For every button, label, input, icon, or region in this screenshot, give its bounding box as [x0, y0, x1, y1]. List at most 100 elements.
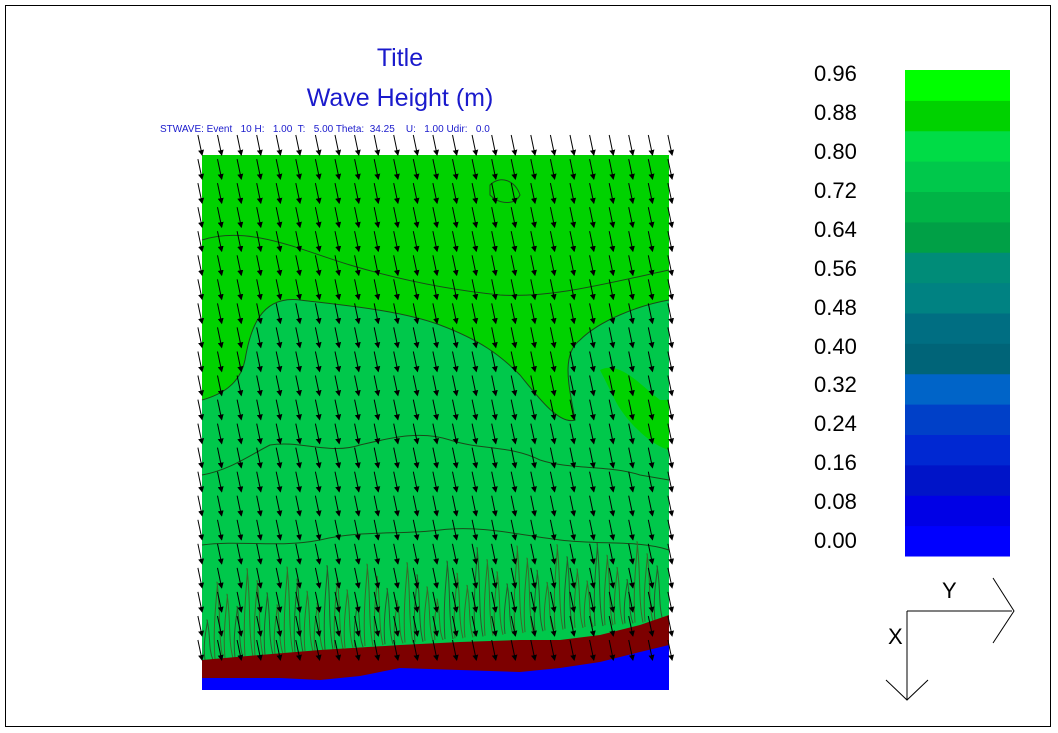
colorbar-band	[905, 525, 1010, 557]
wave-vector	[647, 327, 655, 349]
wave-vector	[491, 447, 498, 469]
wave-vector	[628, 207, 635, 229]
wave-vector	[608, 327, 616, 349]
colorbar-band	[905, 343, 1010, 375]
wave-vector	[471, 279, 479, 301]
wave-vector	[256, 567, 263, 589]
wave-vector	[471, 495, 479, 517]
wave-vector	[295, 231, 302, 253]
wave-vector	[569, 639, 577, 661]
wave-vector	[530, 351, 537, 373]
wave-vector	[314, 447, 322, 469]
wave-vector	[197, 255, 205, 277]
wave-vector	[491, 495, 498, 517]
surf-contour	[213, 581, 224, 660]
wave-vector	[334, 471, 342, 493]
wave-vector	[569, 519, 577, 541]
wave-vector	[530, 567, 537, 589]
wave-vector	[412, 615, 420, 637]
wave-vector	[197, 471, 205, 493]
wave-vector	[373, 615, 381, 637]
surf-contour	[313, 602, 324, 651]
wave-vector	[373, 134, 381, 156]
wave-vector	[295, 134, 302, 156]
wave-vector	[471, 447, 479, 469]
wave-vector	[530, 182, 537, 205]
wave-vector	[412, 567, 420, 589]
wave-vector	[510, 471, 518, 493]
wave-vector	[432, 158, 440, 180]
wave-vector	[647, 567, 655, 589]
surf-contour	[303, 590, 314, 652]
colorbar-band	[905, 373, 1010, 405]
wave-vector	[667, 255, 675, 277]
wave-vector	[354, 447, 361, 469]
colorbar-tick-label: 0.48	[814, 294, 857, 320]
wave-vector	[628, 399, 635, 421]
wave-vector	[608, 375, 616, 397]
wave-vector	[236, 567, 244, 589]
wave-vector	[549, 543, 557, 565]
wave-vector	[510, 519, 518, 541]
wave-vector	[530, 279, 537, 301]
wave-vector	[197, 447, 205, 469]
wave-vector	[373, 158, 381, 180]
wave-vector	[256, 423, 263, 445]
wave-vector	[549, 567, 557, 589]
wave-vector	[589, 399, 596, 421]
wave-vector	[432, 591, 440, 613]
wave-vector	[197, 303, 205, 325]
wave-vector	[197, 519, 205, 541]
wave-vector	[373, 423, 381, 445]
wave-vector	[628, 182, 635, 205]
wave-vector	[314, 134, 322, 156]
wave-vector	[647, 519, 655, 541]
wave-vector	[510, 375, 518, 397]
wave-vector	[589, 423, 596, 445]
wave-vector	[275, 471, 283, 493]
wave-vector	[530, 303, 537, 325]
wave-vector	[510, 134, 518, 156]
wave-vector	[452, 519, 459, 541]
wave-vector	[373, 375, 381, 397]
wave-vector	[314, 567, 322, 589]
wave-vector	[295, 447, 302, 469]
wave-vector	[432, 495, 440, 517]
surf-contour	[203, 619, 214, 661]
wave-vector	[471, 519, 479, 541]
wave-vector	[589, 543, 596, 565]
wave-vector	[549, 495, 557, 517]
colorbar-tick-label: 0.24	[814, 411, 857, 437]
surf-contour	[413, 574, 424, 642]
wave-vector	[275, 543, 283, 565]
wave-vector	[217, 134, 224, 156]
wave-vector	[217, 615, 224, 637]
wave-vector	[373, 495, 381, 517]
wave-vector	[549, 303, 557, 325]
wave-vector	[432, 615, 440, 637]
wave-vector	[647, 255, 655, 277]
surf-contour	[343, 589, 354, 648]
wave-vector	[314, 471, 322, 493]
wave-vector	[628, 303, 635, 325]
wave-vector	[373, 519, 381, 541]
wave-vector	[452, 495, 459, 517]
wave-vector	[530, 375, 537, 397]
wave-vector	[647, 158, 655, 180]
wave-vector	[217, 471, 224, 493]
wave-vector	[530, 615, 537, 637]
colorbar-tick-label: 0.80	[814, 139, 857, 165]
wave-vector	[647, 423, 655, 445]
wave-vector	[393, 231, 400, 253]
colorbar-band	[905, 404, 1010, 436]
wave-vector	[217, 543, 224, 565]
wave-vector	[275, 279, 283, 301]
wave-vector	[452, 375, 459, 397]
wave-vector	[334, 375, 342, 397]
wave-vector	[549, 279, 557, 301]
wave-vector	[354, 182, 361, 205]
wave-vector	[452, 207, 459, 229]
wave-vector	[491, 327, 498, 349]
wave-vector	[314, 399, 322, 421]
